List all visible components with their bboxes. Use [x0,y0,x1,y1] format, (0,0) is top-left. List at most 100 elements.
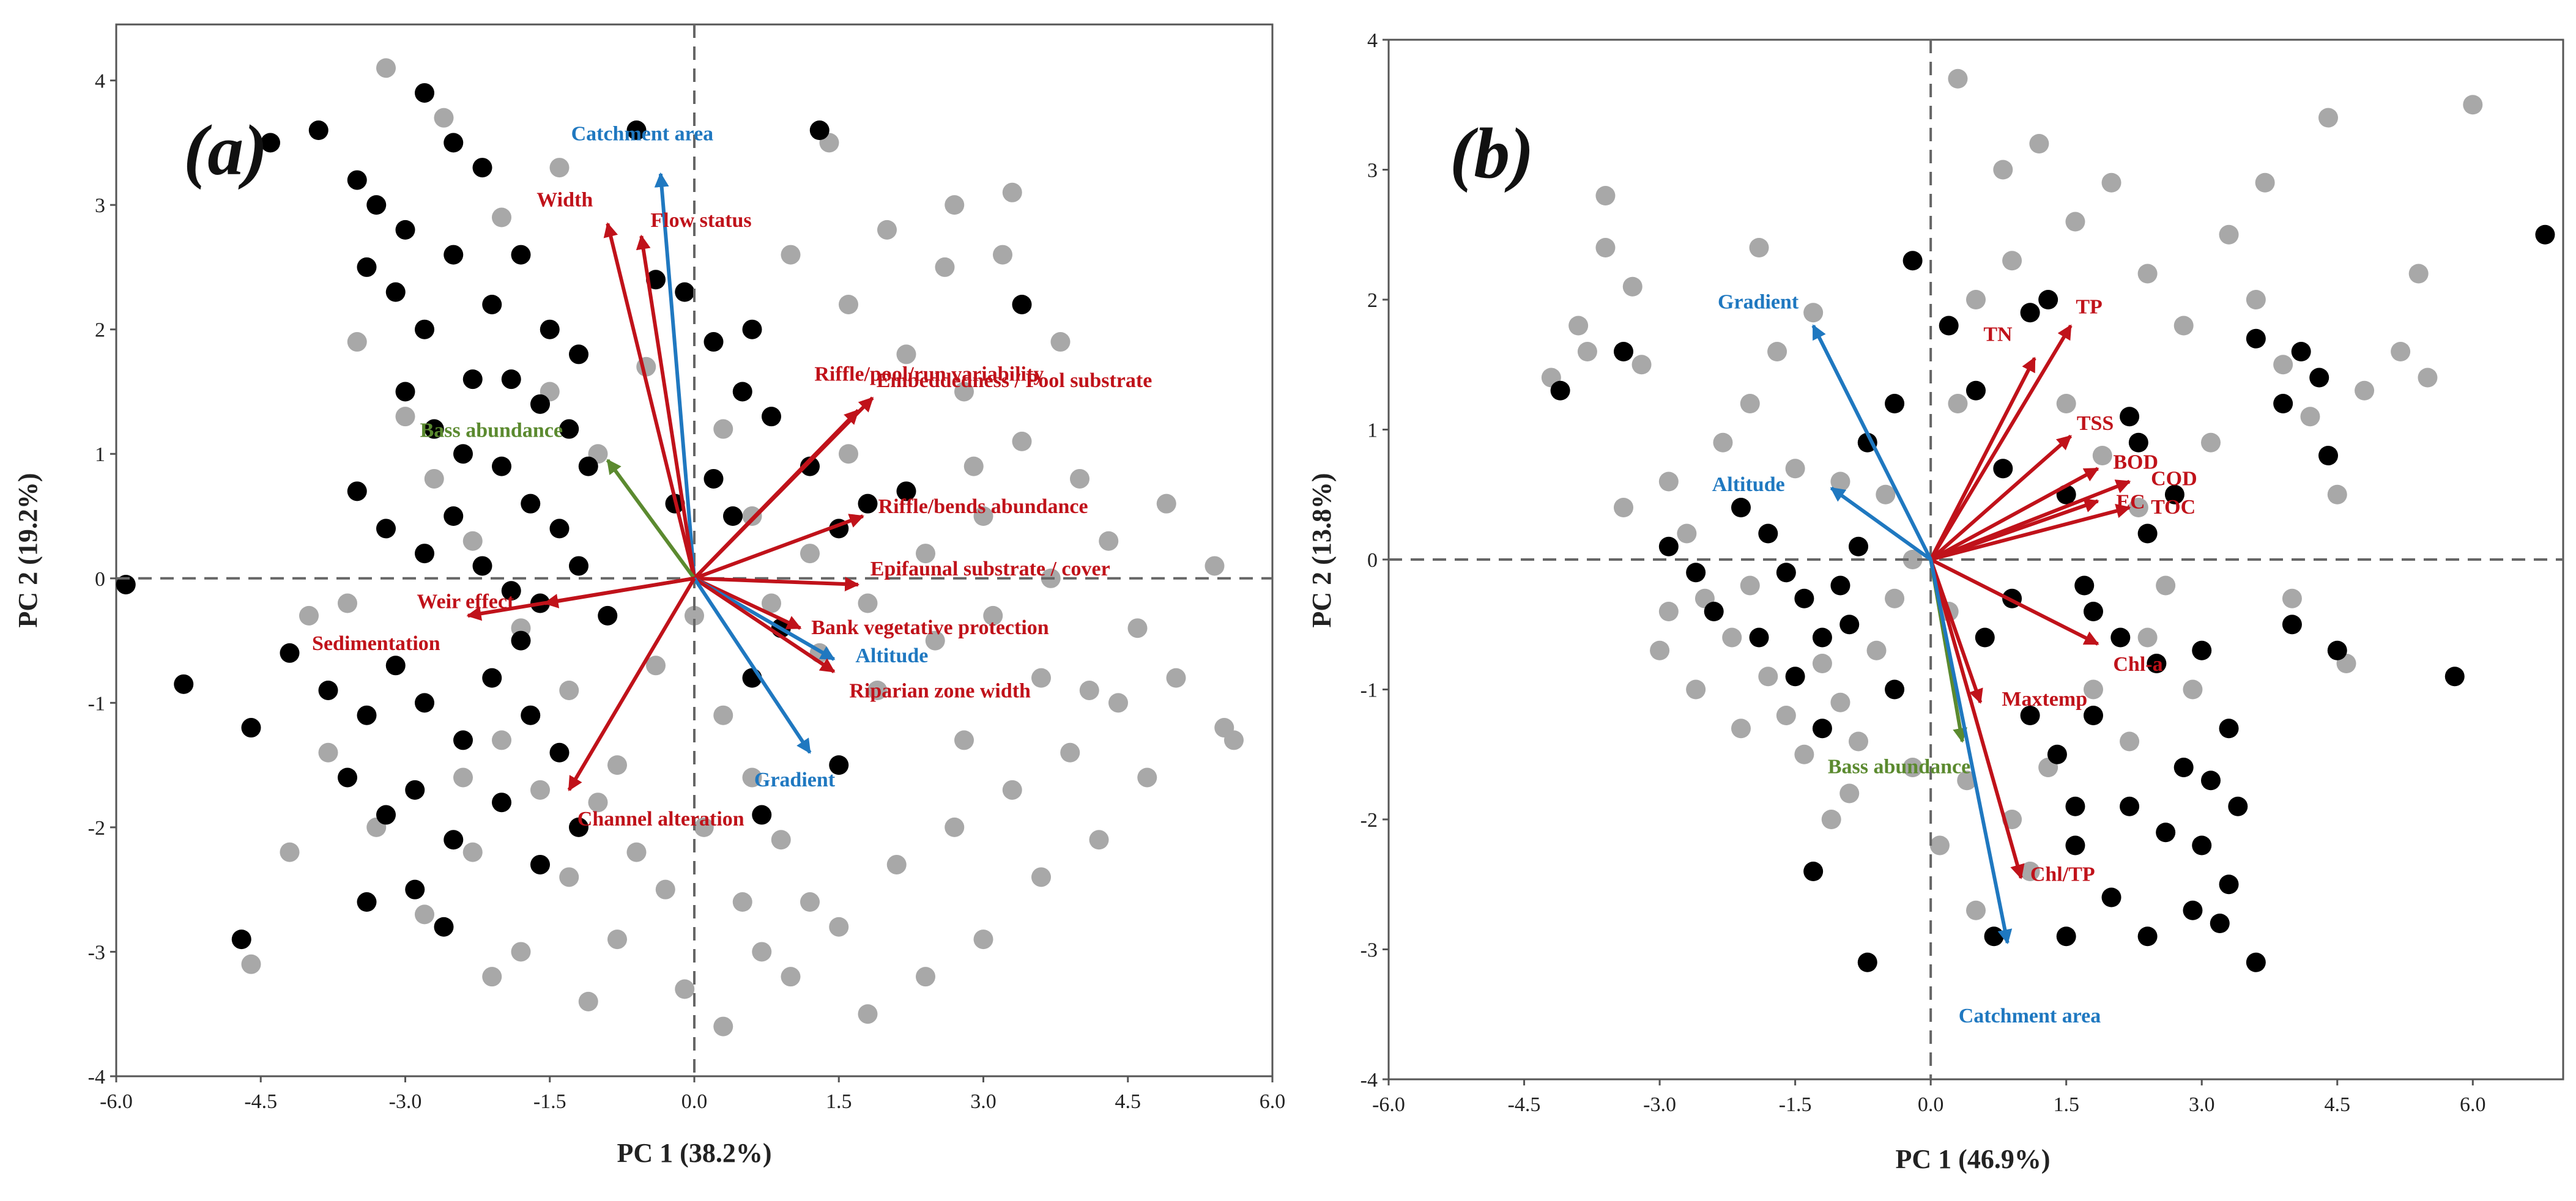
gray-point [762,593,781,613]
black-point [521,493,541,514]
gray-point [1070,468,1089,489]
gray-point [858,593,878,613]
gray-point [916,544,935,564]
gray-point [1849,731,1868,752]
black-point [347,170,367,190]
x-ticks-a: -6.0 -4.5 -3.0 -1.5 0.0 1.5 3.0 4.5 6.0 [100,1076,1285,1113]
black-point [1803,862,1824,881]
gray-point [954,730,974,750]
panel-label: (a) [184,110,268,190]
black-point [444,506,464,527]
gray-point [685,605,704,626]
black-point [829,755,849,775]
gray-point [1902,758,1923,777]
vector-arrow [692,577,812,754]
gray-point [2137,264,2158,284]
black-point [559,419,579,439]
y-tick-label: -2 [88,817,105,840]
gray-point [1060,742,1080,763]
black-point [1794,588,1814,608]
black-point [1812,627,1832,648]
black-point [2291,342,2311,361]
black-point [405,780,425,800]
gray-point [2273,355,2293,375]
gray-point [886,854,907,874]
y-axis-title: PC 2 (19.2%) [13,473,43,628]
y-tick-label: 4 [1367,29,1378,52]
gray-point [2137,627,2158,648]
gray-point [646,656,666,676]
x-tick-label: 4.5 [2325,1093,2351,1116]
gray-point [1876,484,1896,504]
gray-point [395,407,415,427]
y-tick-label: 1 [1367,419,1378,442]
black-point [1704,602,1724,621]
gray-point [1127,618,1148,638]
y-tick-label: -1 [88,692,105,715]
black-points-a [116,83,1032,950]
black-point [2309,368,2329,388]
black-point [1849,536,1868,556]
vector-label: Altitude [855,645,928,667]
vector-arrow [1929,467,2099,561]
black-point [2101,887,2121,907]
x-tick-label: -3.0 [1643,1093,1676,1116]
black-point [2192,640,2212,660]
black-point [1939,316,1959,336]
black-point [376,805,396,825]
black-point [357,257,377,277]
black-point [308,120,328,141]
gray-point [453,767,473,788]
gray-point [1839,783,1860,804]
black-point [2137,926,2158,947]
vector-arrow [654,172,696,579]
black-point [2056,926,2076,947]
black-point [492,793,511,813]
black-point [1839,615,1860,635]
gray-point [1204,556,1225,576]
gray-point [993,245,1012,265]
black-point [241,718,261,738]
gray-points-a [241,58,1244,1037]
black-point [752,805,772,825]
gray-point [1002,182,1022,202]
gray-point [434,108,454,128]
black-point [2183,900,2203,920]
gray-point [2201,432,2221,453]
black-point [2020,303,2040,323]
y-tick-label: -4 [88,1066,105,1088]
black-point [1993,459,2013,479]
black-point [1731,498,1751,517]
gray-point [1993,160,2013,180]
gray-point [2101,172,2121,193]
gray-point [2084,679,2103,700]
black-point [742,319,762,339]
black-point [434,917,454,937]
gray-point [973,506,993,527]
gray-point [607,755,627,775]
black-point [501,581,521,601]
gray-point [2173,316,2194,336]
gray-point [2282,588,2302,608]
gray-point [2056,394,2076,413]
vector-arrow [693,577,836,673]
gray-point [1885,588,1905,608]
black-point [626,120,647,141]
black-point [569,344,588,364]
black-point [2147,654,2167,673]
gray-point [2255,172,2275,193]
black-point [2444,667,2465,687]
vector-label: TP [2076,296,2102,319]
gray-point [1948,394,1968,413]
gray-point [1821,810,1841,829]
gray-point [781,967,801,987]
black-point [2156,822,2176,843]
black-point [492,456,511,476]
black-point [347,481,367,501]
vector-arrow [1929,357,2036,561]
gray-point [1929,835,1950,855]
vector-label: BOD [2113,451,2158,473]
black-point [2246,952,2266,972]
x-tick-label: -1.5 [533,1090,566,1113]
